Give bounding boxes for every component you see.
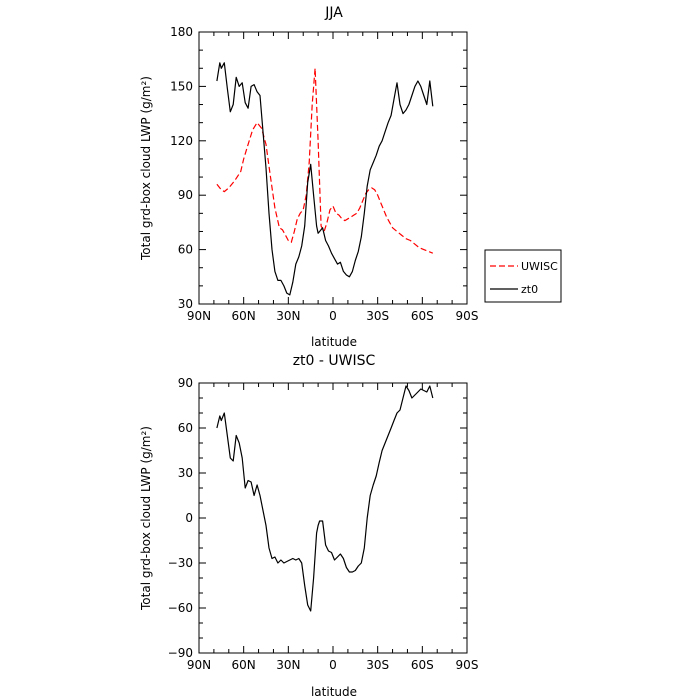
y-tick-label: −90 [168, 646, 193, 660]
panel1-series [216, 62, 434, 296]
y-tick-label: 120 [170, 134, 193, 148]
legend-label-uwisc: UWISC [521, 260, 558, 273]
x-tick-label: 90N [187, 658, 211, 672]
panel2-ticks: 90N 60N 30N 0 30S 60S 90S −90 −60 −30 0 30 60 90 [168, 376, 479, 672]
y-tick-label: 60 [178, 421, 193, 435]
panel-difference: zt0 - UWISC 90N 60N 30N 0 30S 60S 90S −90 −60 −30… [139, 353, 478, 699]
x-tick-label: 30S [366, 658, 389, 672]
panel2-series [216, 385, 434, 612]
x-tick-label: 30N [276, 658, 300, 672]
y-tick-label: 90 [178, 376, 193, 390]
series-line-uwisc [216, 67, 434, 254]
series-line-zt0 [216, 62, 434, 296]
x-tick-label: 30N [276, 309, 300, 323]
series-line-diff-0 [216, 385, 434, 612]
x-tick-label: 30S [366, 309, 389, 323]
x-tick-label: 90N [187, 309, 211, 323]
y-tick-label: 30 [178, 297, 193, 311]
y-tick-label: 150 [170, 79, 193, 93]
x-tick-label: 0 [329, 658, 337, 672]
y-tick-label: 60 [178, 243, 193, 257]
x-tick-label: 60S [411, 309, 434, 323]
y-tick-label: −60 [168, 601, 193, 615]
panel2-xlabel: latitude [311, 685, 357, 699]
panel2-frame [198, 382, 468, 654]
panel-jja: JJA 90N 60N 30N 0 30S 60S 90S 30 60 90 120 150 180 l… [139, 5, 478, 349]
panel1-xlabel: latitude [311, 335, 357, 349]
legend-box [484, 249, 562, 303]
panel1-frame [198, 31, 468, 305]
y-tick-label: 30 [178, 466, 193, 480]
x-tick-label: 60N [232, 309, 256, 323]
panel2-ylabel: Total grd-box cloud LWP (g/m²) [139, 426, 153, 611]
panel1-title: JJA [324, 5, 343, 21]
x-tick-label: 0 [329, 309, 337, 323]
legend-label-zt0: zt0 [521, 283, 538, 296]
x-tick-label: 60N [232, 658, 256, 672]
x-tick-label: 90S [456, 658, 479, 672]
panel1-ylabel: Total grd-box cloud LWP (g/m²) [139, 76, 153, 261]
y-tick-label: 0 [185, 511, 193, 525]
x-tick-label: 60S [411, 658, 434, 672]
panel1-ticks: 90N 60N 30N 0 30S 60S 90S 30 60 90 120 150 180 [170, 25, 478, 323]
x-tick-label: 90S [456, 309, 479, 323]
panel2-title: zt0 - UWISC [293, 353, 376, 369]
legend: UWISC zt0 [484, 249, 562, 303]
y-tick-label: 90 [178, 188, 193, 202]
y-tick-label: 180 [170, 25, 193, 39]
y-tick-label: −30 [168, 556, 193, 570]
